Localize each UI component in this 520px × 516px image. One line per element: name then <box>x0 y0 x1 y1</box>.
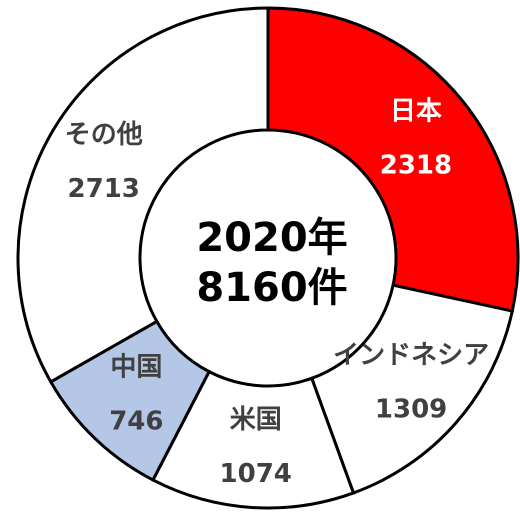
slice-value: 2713 <box>68 174 140 204</box>
center-total: 8160件 <box>196 265 347 311</box>
slice-category: インドネシア <box>333 341 489 371</box>
slice-category: その他 <box>65 120 143 150</box>
slice-value: 2318 <box>380 150 452 180</box>
slice-category: 中国 <box>110 353 162 383</box>
slice-value: 1309 <box>375 395 447 425</box>
center-year: 2020年 <box>196 215 347 261</box>
donut-slice <box>266 6 520 313</box>
slice-category: 米国 <box>230 405 282 435</box>
slice-category: 日本 <box>390 96 442 126</box>
donut-slice <box>309 283 515 495</box>
slice-value: 746 <box>109 407 163 437</box>
slice-value: 1074 <box>220 459 292 489</box>
donut-slice <box>16 6 270 384</box>
